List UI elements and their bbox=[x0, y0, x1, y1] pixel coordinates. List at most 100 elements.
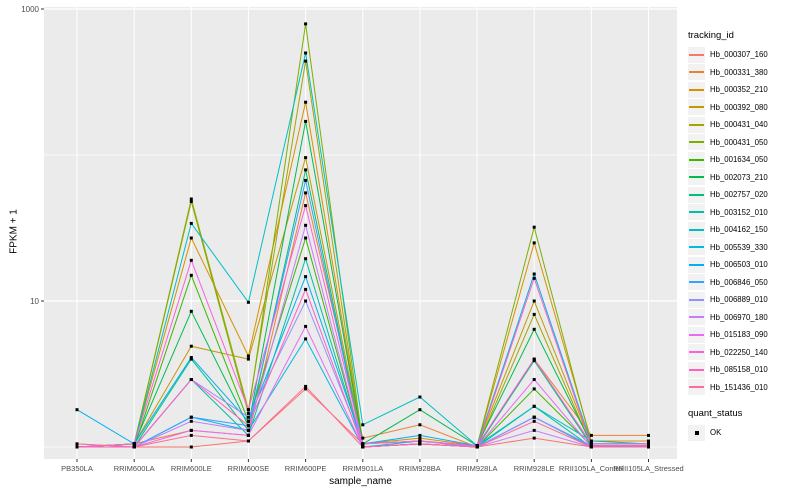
legend-title-tracking-id: tracking_id bbox=[688, 30, 734, 41]
data-point bbox=[304, 337, 308, 341]
legend-item-Hb_000392_080: Hb_000392_080 bbox=[688, 99, 800, 117]
legend-item-Hb_000352_210: Hb_000352_210 bbox=[688, 81, 800, 99]
data-point bbox=[589, 445, 593, 449]
legend-item-label: Hb_004162_150 bbox=[710, 225, 768, 235]
legend-key-swatch bbox=[688, 169, 705, 186]
legend-key-swatch bbox=[688, 46, 705, 63]
data-point bbox=[304, 168, 308, 172]
legend-item-label: Hb_005539_330 bbox=[710, 242, 768, 252]
legend-color-line bbox=[689, 298, 704, 301]
data-point bbox=[246, 428, 250, 432]
x-tick-label: RRIM600LA bbox=[114, 464, 155, 473]
data-point bbox=[304, 387, 308, 391]
data-point bbox=[532, 387, 536, 391]
data-point bbox=[75, 445, 79, 449]
data-point bbox=[361, 445, 365, 449]
data-point bbox=[75, 442, 79, 446]
data-point bbox=[532, 436, 536, 440]
data-point bbox=[246, 408, 250, 412]
legend-item-Hb_000331_380: Hb_000331_380 bbox=[688, 64, 800, 82]
data-point bbox=[189, 433, 193, 437]
legend-key-swatch bbox=[688, 116, 705, 133]
data-point bbox=[189, 419, 193, 423]
legend-item-label: Hb_006889_010 bbox=[710, 295, 768, 305]
legend-color-line bbox=[689, 263, 704, 266]
y-axis-title: FPKM + 1 bbox=[8, 209, 20, 254]
data-point bbox=[532, 419, 536, 423]
legend-key-swatch bbox=[688, 99, 705, 116]
data-point bbox=[189, 309, 193, 313]
legend-item-label: Hb_006970_180 bbox=[710, 312, 768, 322]
data-point bbox=[304, 119, 308, 123]
panel-background bbox=[44, 7, 677, 459]
legend-item-label: OK bbox=[710, 428, 722, 438]
x-tick-label: RRIM928BA bbox=[399, 464, 441, 473]
data-point bbox=[532, 415, 536, 419]
legend-key-swatch bbox=[688, 379, 705, 396]
data-point bbox=[532, 327, 536, 331]
data-point bbox=[246, 415, 250, 419]
legend-color-line bbox=[689, 386, 704, 389]
data-point bbox=[532, 225, 536, 229]
x-tick-label: RRII105LA_Control bbox=[559, 464, 624, 473]
data-point bbox=[189, 378, 193, 381]
data-point bbox=[361, 436, 365, 440]
legend-item-label: Hb_000352_210 bbox=[710, 85, 768, 95]
legend-color-line bbox=[689, 351, 704, 354]
data-point bbox=[246, 419, 250, 423]
legend-color-line bbox=[689, 193, 704, 196]
x-tick-label: RRIM600PE bbox=[285, 464, 327, 473]
data-point bbox=[132, 442, 136, 446]
legend-color-line bbox=[689, 211, 704, 214]
data-point bbox=[361, 423, 365, 427]
data-point bbox=[589, 442, 593, 446]
data-point bbox=[246, 411, 250, 415]
legend-entries: Hb_000307_160 Hb_000331_380 Hb_000352_210 H… bbox=[688, 46, 800, 396]
data-point bbox=[361, 442, 365, 446]
legend-color-line bbox=[689, 141, 704, 144]
data-point bbox=[418, 395, 422, 399]
data-point bbox=[532, 272, 536, 276]
legend-color-line bbox=[689, 53, 704, 56]
data-point bbox=[304, 275, 308, 279]
legend-key-swatch bbox=[688, 64, 705, 81]
data-point bbox=[647, 433, 650, 437]
data-point bbox=[418, 423, 422, 427]
data-point bbox=[304, 22, 308, 26]
data-point bbox=[189, 221, 193, 225]
legend-title-quant-status: quant_status bbox=[688, 408, 743, 419]
legend-item-Hb_151436_010: Hb_151436_010 bbox=[688, 379, 800, 397]
data-point bbox=[75, 408, 79, 412]
legend-key-swatch bbox=[688, 424, 705, 441]
x-tick-label: RRIM600SE bbox=[228, 464, 270, 473]
x-tick-label: RRIM600LE bbox=[171, 464, 212, 473]
data-point bbox=[304, 257, 308, 261]
data-point bbox=[189, 344, 193, 348]
data-point bbox=[532, 241, 536, 245]
data-point bbox=[189, 428, 193, 432]
legend-color-line bbox=[689, 176, 704, 179]
legend-item-Hb_006503_010: Hb_006503_010 bbox=[688, 256, 800, 274]
data-point bbox=[589, 433, 593, 437]
legend-item-Hb_006889_010: Hb_006889_010 bbox=[688, 291, 800, 309]
legend-item-Hb_022250_140: Hb_022250_140 bbox=[688, 344, 800, 362]
legend-key-swatch bbox=[688, 221, 705, 238]
legend-color-line bbox=[689, 123, 704, 126]
legend-key-swatch bbox=[688, 326, 705, 343]
legend-item-Hb_006846_050: Hb_006846_050 bbox=[688, 274, 800, 292]
x-tick-label: RRIM928LA bbox=[457, 464, 498, 473]
data-point bbox=[246, 354, 250, 358]
data-point bbox=[304, 191, 308, 195]
legend-item-Hb_000431_050: Hb_000431_050 bbox=[688, 134, 800, 152]
data-point bbox=[189, 415, 193, 419]
data-point bbox=[304, 156, 308, 160]
data-point bbox=[189, 197, 193, 201]
legend-color-line bbox=[689, 106, 704, 109]
legend-item-label: Hb_022250_140 bbox=[710, 347, 768, 357]
data-point bbox=[304, 59, 308, 63]
black-square-point-icon bbox=[694, 430, 699, 435]
data-point bbox=[304, 100, 308, 104]
legend-key-swatch bbox=[688, 344, 705, 361]
legend-color-line bbox=[689, 71, 704, 74]
legend-item-Hb_085158_010: Hb_085158_010 bbox=[688, 361, 800, 379]
